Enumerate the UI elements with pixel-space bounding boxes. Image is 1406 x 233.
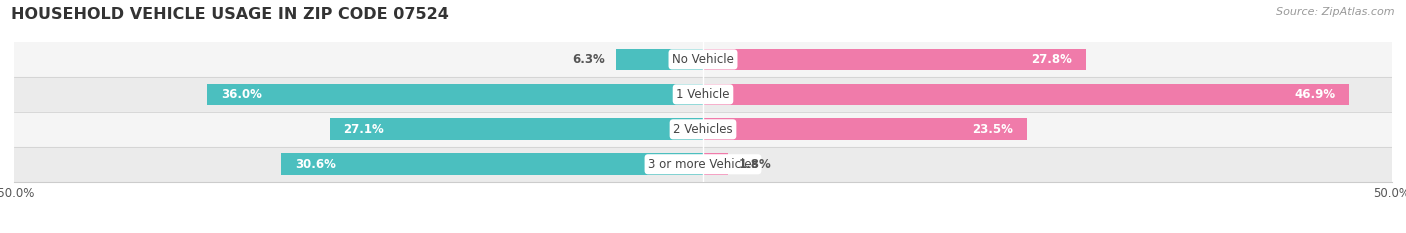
- Text: 2 Vehicles: 2 Vehicles: [673, 123, 733, 136]
- Bar: [281, 153, 703, 175]
- Bar: [703, 153, 728, 175]
- Bar: [14, 147, 1392, 182]
- Bar: [616, 49, 703, 70]
- Text: 27.1%: 27.1%: [343, 123, 384, 136]
- Text: 23.5%: 23.5%: [972, 123, 1012, 136]
- Text: No Vehicle: No Vehicle: [672, 53, 734, 66]
- Text: 6.3%: 6.3%: [572, 53, 605, 66]
- Text: 36.0%: 36.0%: [221, 88, 262, 101]
- Text: 27.8%: 27.8%: [1032, 53, 1073, 66]
- Bar: [703, 83, 1350, 105]
- Bar: [14, 77, 1392, 112]
- Bar: [14, 42, 1392, 77]
- Bar: [14, 112, 1392, 147]
- Bar: [207, 83, 703, 105]
- Text: HOUSEHOLD VEHICLE USAGE IN ZIP CODE 07524: HOUSEHOLD VEHICLE USAGE IN ZIP CODE 0752…: [11, 7, 449, 22]
- Text: 1 Vehicle: 1 Vehicle: [676, 88, 730, 101]
- Text: 1.8%: 1.8%: [738, 158, 772, 171]
- Text: 3 or more Vehicles: 3 or more Vehicles: [648, 158, 758, 171]
- Bar: [329, 118, 703, 140]
- Text: 46.9%: 46.9%: [1295, 88, 1336, 101]
- Bar: [703, 49, 1085, 70]
- Bar: [703, 118, 1026, 140]
- Text: 30.6%: 30.6%: [295, 158, 336, 171]
- Text: Source: ZipAtlas.com: Source: ZipAtlas.com: [1277, 7, 1395, 17]
